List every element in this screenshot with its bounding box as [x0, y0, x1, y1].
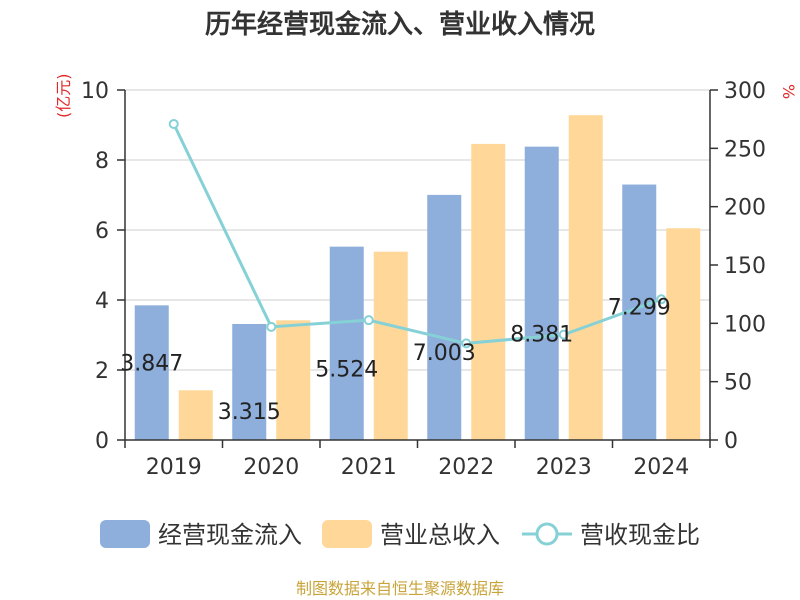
right-tick-label: 250: [724, 137, 766, 162]
right-tick-label: 0: [724, 429, 738, 454]
line-point-cash-ratio: [363, 315, 374, 326]
bar-revenue: [276, 320, 311, 440]
line-cash-ratio: [172, 123, 662, 345]
bar-cash-inflow: [134, 305, 169, 440]
data-labels: 3.847 3.315 5.524 7.003 8.381 7.299: [120, 296, 670, 425]
bar-cash-inflow: [524, 146, 559, 441]
right-axis-unit: %: [779, 84, 798, 99]
bar-cash-inflow: [232, 323, 267, 440]
legend-label-cash-inflow: 经营现金流入: [158, 521, 302, 549]
grid: [125, 89, 710, 371]
line-series: [168, 118, 667, 349]
bar-cash-inflow: [427, 194, 462, 440]
right-tick-label: 200: [724, 196, 766, 221]
data-label-cash-inflow: 7.003: [413, 341, 476, 366]
bar-revenue: [568, 115, 603, 440]
x-tick-label: 2019: [146, 455, 202, 480]
line-point-cash-ratio: [558, 329, 569, 340]
line-point-cash-ratio: [656, 294, 667, 305]
bar-revenue: [178, 390, 213, 440]
data-label-cash-inflow: 8.381: [510, 323, 573, 348]
legend-label-cash-ratio: 营收现金比: [580, 521, 700, 549]
data-label-cash-inflow: 5.524: [315, 358, 378, 383]
left-tick-label: 4: [95, 289, 109, 314]
left-tick-label: 0: [95, 429, 109, 454]
data-label-cash-inflow: 3.847: [120, 351, 183, 376]
legend-swatch-cash-inflow: [100, 520, 150, 548]
left-tick-label: 10: [81, 79, 109, 104]
bar-revenue: [471, 143, 506, 440]
bar-revenue: [373, 251, 408, 440]
legend-swatch-marker: [535, 522, 559, 546]
line-point-cash-ratio: [461, 338, 472, 349]
legend-label-revenue: 营业总收入: [380, 521, 500, 549]
line-point-cash-ratio: [168, 118, 179, 129]
left-tick-label: 2: [95, 359, 109, 384]
legend-item-cash-inflow[interactable]: 经营现金流入: [100, 520, 302, 549]
x-tick-label: 2023: [536, 455, 592, 480]
legend-item-revenue[interactable]: 营业总收入: [322, 520, 500, 549]
legend-item-cash-ratio[interactable]: 营收现金比: [522, 521, 700, 549]
x-tick-label: 2022: [438, 455, 494, 480]
left-axis-unit: (亿元): [54, 74, 73, 119]
right-tick-label: 300: [724, 79, 766, 104]
chart-title: 历年经营现金流入、营业收入情况: [205, 9, 595, 40]
x-tick-label: 2024: [633, 455, 689, 480]
source-note: 制图数据来自恒生聚源数据库: [296, 579, 504, 598]
legend: 经营现金流入 营业总收入 营收现金比: [100, 520, 700, 549]
x-tick-label: 2021: [341, 455, 397, 480]
bar-revenue: [666, 228, 701, 440]
left-tick-label: 8: [95, 149, 109, 174]
right-tick-label: 50: [724, 371, 752, 396]
bar-cash-inflow: [329, 246, 364, 440]
right-tick-label: 150: [724, 254, 766, 279]
legend-swatch-revenue: [322, 520, 372, 548]
line-point-cash-ratio: [266, 321, 277, 332]
right-tick-label: 100: [724, 312, 766, 337]
bars: [134, 115, 701, 441]
x-tick-label: 2020: [243, 455, 299, 480]
data-label-cash-inflow: 3.315: [218, 400, 281, 425]
left-tick-label: 6: [95, 219, 109, 244]
data-label-cash-inflow: 7.299: [608, 296, 671, 321]
